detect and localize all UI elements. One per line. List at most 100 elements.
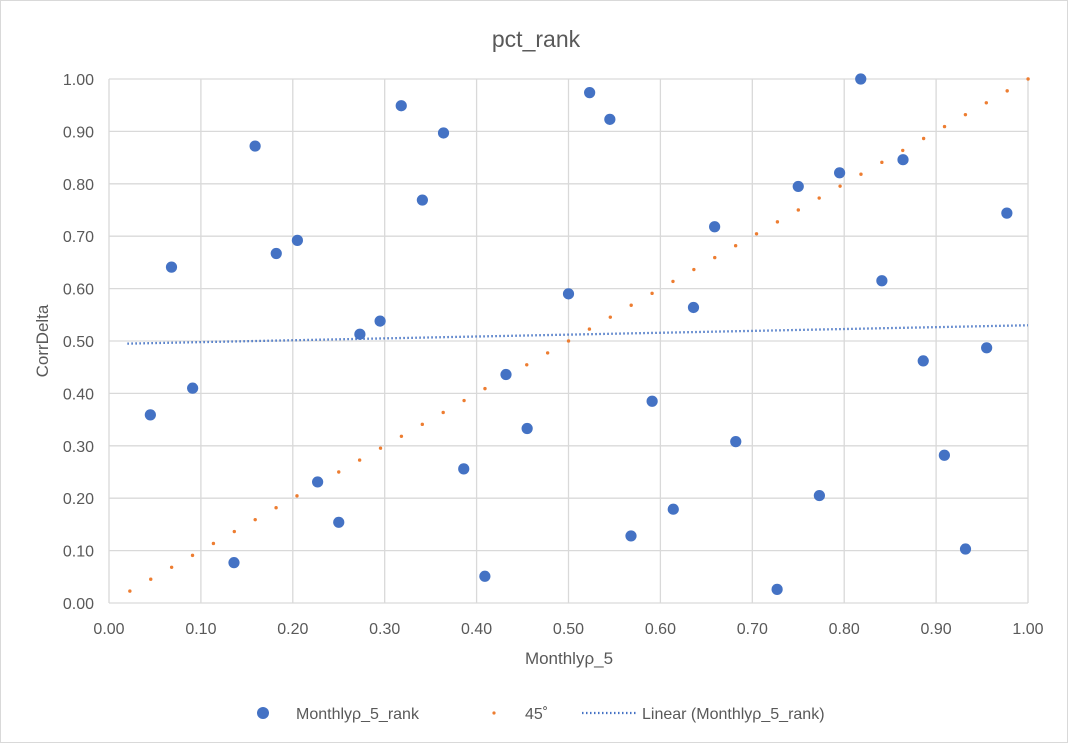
y-tick-label: 0.70 [63, 229, 94, 246]
legend-label-rank: Monthlyρ_5_rank [296, 706, 420, 723]
data-point [813, 489, 825, 502]
ref-45-point [274, 506, 278, 510]
data-point [270, 247, 282, 260]
data-point [562, 288, 575, 300]
ref-45-point [1005, 89, 1009, 93]
ref-45-point [441, 410, 445, 415]
x-tick-label: 0.90 [921, 621, 952, 638]
data-point [312, 476, 324, 488]
ref-45-point [838, 184, 842, 188]
ref-45-point [859, 172, 863, 176]
data-point [144, 409, 156, 421]
ref-45-point [880, 160, 884, 165]
data-point [228, 557, 240, 569]
ref-45-point [1026, 77, 1030, 81]
ref-45-point [525, 363, 529, 367]
ref-45-point [566, 339, 571, 343]
legend-label-linear: Linear (Monthlyρ_5_rank) [642, 706, 825, 723]
y-tick-label: 0.90 [63, 124, 94, 141]
ref-45-point [608, 315, 613, 319]
data-point [521, 422, 533, 435]
ref-45-point [629, 303, 633, 307]
data-point [625, 530, 637, 542]
x-axis-ticks: 0.00 0.10 0.20 0.30 0.40 0.50 0.60 0.70 0.80 0.90… [93, 621, 1043, 638]
x-tick-label: 0.40 [461, 621, 492, 638]
ref-45-point [169, 565, 174, 569]
data-point [354, 328, 366, 340]
ref-45-point [337, 470, 341, 474]
data-point [667, 503, 679, 515]
data-point [938, 449, 950, 461]
data-point [395, 100, 407, 112]
data-point [709, 221, 721, 233]
ref-45-point [587, 327, 592, 331]
x-tick-label: 0.70 [737, 621, 768, 638]
y-tick-label: 0.30 [63, 439, 94, 456]
ref-45-point [796, 208, 801, 212]
x-tick-label: 0.00 [93, 621, 124, 638]
ref-45-point [232, 529, 237, 534]
legend-marker-45 [492, 711, 496, 715]
data-point [458, 463, 470, 475]
ref-45-point [357, 458, 362, 462]
data-point [730, 436, 742, 448]
y-tick-label: 0.20 [63, 491, 94, 508]
ref-45-point [399, 434, 404, 438]
data-point [584, 87, 596, 99]
y-axis-ticks: 0.00 0.10 0.20 0.30 0.40 0.50 0.60 0.70 0.80 0.90… [63, 72, 94, 613]
data-point [187, 382, 199, 394]
data-point [771, 583, 783, 595]
data-point [792, 180, 804, 193]
data-point [437, 127, 450, 139]
ref-45-point [713, 255, 717, 260]
ref-45-point [190, 553, 195, 558]
data-point [917, 355, 929, 367]
data-point [165, 261, 178, 273]
ref-45-point [942, 124, 947, 129]
x-axis-title: Monthlyρ_5 [525, 649, 613, 668]
ref-45-point [128, 589, 132, 593]
x-tick-label: 1.00 [1012, 621, 1043, 638]
ref-45-point [462, 398, 466, 403]
ref-45-point [754, 232, 759, 236]
x-tick-label: 0.10 [185, 621, 216, 638]
data-point [876, 275, 888, 287]
data-point [374, 315, 386, 327]
ref-45-point [733, 244, 738, 248]
ref-45-point [984, 101, 989, 105]
x-tick-label: 0.80 [829, 621, 860, 638]
data-point [687, 301, 700, 314]
y-tick-label: 0.40 [63, 386, 94, 403]
ref-45-point [545, 351, 550, 355]
y-axis-title: CorrDelta [33, 304, 52, 377]
data-point [249, 140, 261, 152]
ref-45-point [378, 446, 383, 450]
data-point [479, 570, 491, 582]
legend-label-45: 45˚ [525, 706, 548, 723]
ref-45-point [149, 577, 153, 581]
y-tick-label: 0.80 [63, 177, 94, 194]
chart-title: pct_rank [492, 26, 581, 52]
ref-45-point [650, 291, 654, 296]
data-point [897, 154, 909, 166]
y-tick-label: 0.50 [63, 334, 94, 351]
data-point [1001, 207, 1013, 219]
ref-45-point [901, 148, 905, 153]
ref-45-point [420, 422, 425, 427]
data-point [333, 516, 345, 528]
data-point [834, 167, 846, 179]
series-layer [127, 73, 1030, 595]
data-point [959, 543, 972, 555]
ref-45-point [671, 279, 675, 284]
ref-45-point [963, 112, 968, 117]
data-point [604, 113, 616, 125]
ref-45-point [817, 196, 821, 200]
ref-45-point [483, 386, 487, 391]
data-point [981, 342, 993, 354]
data-point [500, 368, 512, 381]
x-tick-label: 0.30 [369, 621, 400, 638]
y-tick-label: 0.00 [63, 596, 94, 613]
x-tick-label: 0.60 [645, 621, 676, 638]
